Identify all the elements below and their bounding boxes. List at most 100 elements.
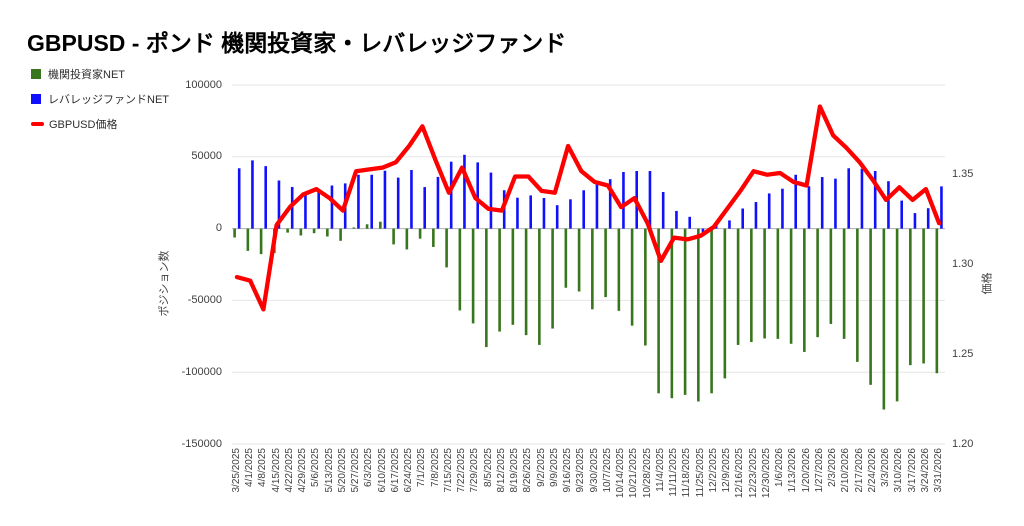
bar [511, 228, 515, 325]
bar [710, 228, 713, 394]
x-tick-date-label: 9/9/2025 [548, 448, 560, 487]
bar [555, 205, 559, 229]
x-tick-date-label: 2/24/2026 [866, 448, 878, 493]
x-tick-date-label: 5/27/2025 [350, 448, 362, 493]
bar [741, 208, 744, 229]
y-tick-label-left: 100000 [185, 78, 222, 91]
x-tick-date-label: 2/10/2026 [840, 448, 852, 493]
x-tick-date-label: 3/24/2026 [919, 448, 931, 493]
x-tick-date-label: 12/23/2025 [747, 448, 759, 499]
bar [776, 228, 780, 339]
bar [251, 160, 254, 229]
x-tick-date-label: 1/20/2026 [800, 448, 812, 493]
x-tick-date-label: 9/2/2025 [535, 448, 547, 487]
bar [754, 202, 758, 229]
bar [869, 228, 872, 385]
bar [926, 208, 930, 229]
x-tick-date-label: 7/29/2025 [469, 448, 481, 493]
x-tick-date-label: 6/10/2025 [376, 448, 388, 493]
x-tick-date-label: 4/29/2025 [297, 448, 309, 493]
bar [569, 199, 572, 229]
bar [697, 228, 700, 402]
x-tick-date-label: 12/16/2025 [734, 448, 746, 499]
x-tick-date-label: 3/3/2026 [880, 448, 892, 487]
x-tick-date-label: 1/6/2026 [774, 448, 786, 487]
x-tick-date-label: 5/20/2025 [336, 448, 348, 493]
x-tick-date-label: 8/12/2025 [495, 448, 507, 493]
bar [736, 228, 740, 345]
x-tick-date-label: 6/3/2025 [363, 448, 375, 487]
chart-legend: 機関投資家NET レバレッジファンドNET GBPUSD価格 [31, 67, 169, 142]
bar [688, 216, 691, 229]
bar [516, 197, 519, 229]
bar-series-0 [233, 221, 939, 410]
legend-label: レバレッジファンドNET [48, 93, 169, 106]
x-tick-date-label: 3/25/2025 [230, 448, 242, 493]
bar [489, 172, 493, 229]
bar [286, 228, 289, 233]
bar [405, 228, 409, 250]
x-tick-date-label: 4/22/2025 [283, 448, 295, 493]
x-tick-date-label: 6/17/2025 [389, 448, 401, 493]
bar [339, 228, 342, 241]
bar [476, 162, 479, 229]
bar [423, 187, 426, 229]
bar [622, 172, 625, 229]
y-tick-label-right: 1.20 [952, 437, 974, 450]
bar [675, 210, 678, 229]
bar [595, 183, 599, 229]
bar [648, 171, 652, 229]
bar [383, 170, 387, 229]
blue-square-icon [31, 93, 41, 104]
bar [842, 228, 846, 339]
bar [834, 178, 837, 229]
bar [370, 174, 373, 229]
bar [237, 168, 241, 229]
bar [463, 154, 466, 229]
bar [913, 213, 917, 229]
left-axis-title: ポジション数 [158, 250, 171, 317]
bar [326, 228, 329, 237]
x-tick-date-label: 9/30/2025 [588, 448, 600, 493]
bar [935, 228, 939, 374]
bar [856, 228, 859, 362]
bar [661, 191, 665, 229]
x-tick-date-label: 8/26/2025 [522, 448, 534, 493]
x-tick-date-label: 1/27/2026 [813, 448, 825, 493]
right-axis-title: 価格 [981, 272, 994, 295]
x-tick-date-label: 12/30/2025 [760, 448, 772, 499]
x-tick-date-label: 11/18/2025 [681, 448, 693, 498]
bar [330, 185, 334, 229]
chart-title: GBPUSD - ポンド 機関投資家・レバレッジファンド [27, 30, 567, 56]
legend-item-gbpusd-price: GBPUSD価格 [31, 117, 169, 131]
red-dash-icon [31, 121, 44, 126]
bar [304, 192, 307, 229]
bar [882, 228, 886, 410]
bar [379, 221, 382, 229]
bar [847, 168, 850, 229]
bar [887, 181, 890, 229]
y-tick-label-left: 50000 [191, 150, 222, 163]
bar [940, 186, 943, 229]
bar [582, 190, 585, 229]
bar [410, 170, 413, 229]
bar [701, 228, 705, 233]
bar [816, 228, 819, 338]
x-tick-date-label: 12/9/2025 [721, 448, 733, 493]
bar [789, 228, 793, 344]
bar [458, 228, 462, 311]
bar [895, 228, 899, 402]
bar [396, 177, 400, 229]
bar [820, 177, 824, 229]
bar [829, 228, 833, 324]
bar [781, 188, 784, 229]
x-tick-date-label: 8/5/2025 [482, 448, 494, 487]
y-tick-label-right: 1.30 [952, 258, 974, 270]
bar [794, 174, 797, 229]
bar [617, 228, 621, 311]
bar [608, 179, 612, 229]
x-tick-date-label: 11/11/2025 [668, 448, 680, 497]
legend-label: GBPUSD価格 [49, 118, 118, 131]
bar [564, 228, 568, 288]
